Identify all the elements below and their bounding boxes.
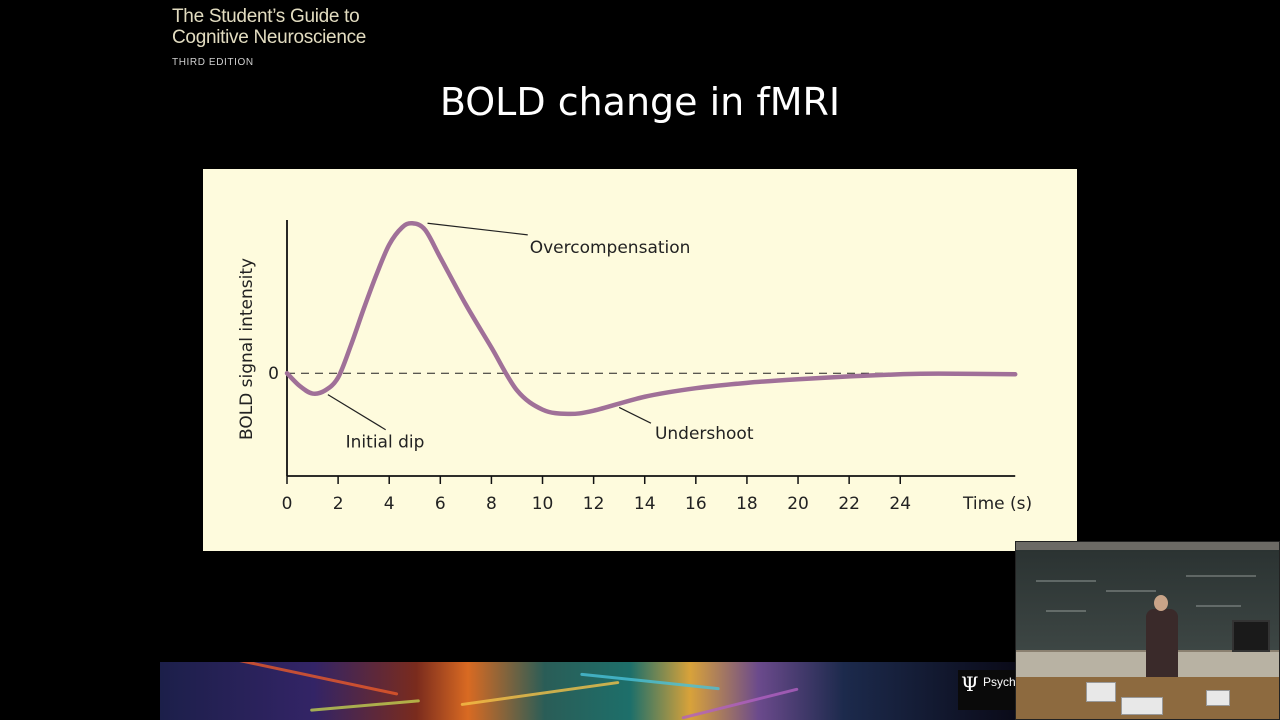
annotation-leader-initial-dip — [327, 394, 386, 431]
book-title-line-1: The Student’s Guide to — [172, 6, 360, 27]
slide-title: BOLD change in fMRI — [439, 80, 841, 124]
annotation-undershoot: Undershoot — [655, 424, 754, 444]
x-tick-label-8: 8 — [486, 494, 497, 514]
annotation-leader-undershoot — [618, 406, 652, 424]
x-tick-label-12: 12 — [583, 494, 605, 514]
x-tick-label-16: 16 — [685, 494, 707, 514]
x-axis-label: Time (s) — [962, 494, 1032, 514]
y-axis-label: BOLD signal intensity — [237, 258, 257, 440]
webcam-video-feed — [1015, 541, 1280, 720]
annotation-initial-dip: Initial dip — [346, 433, 425, 453]
annotation-overcompensation: Overcompensation — [530, 238, 691, 258]
book-edition: THIRD EDITION — [172, 57, 254, 68]
x-tick-label-18: 18 — [736, 494, 758, 514]
lecturer — [1146, 609, 1178, 679]
x-tick-label-20: 20 — [787, 494, 809, 514]
x-tick-label-10: 10 — [532, 494, 554, 514]
footer-banner-image — [160, 662, 1015, 720]
publisher-name: Psych — [983, 675, 1016, 689]
publisher-logo: Ψ Psych — [958, 670, 1016, 710]
x-tick-label-14: 14 — [634, 494, 656, 514]
lecture-monitor — [1232, 620, 1270, 652]
chart-panel: 0 2 4 6 8 10 12 14 16 18 20 22 24 0 Time (s) BOLD signa… — [203, 169, 1077, 551]
x-tick-label-22: 22 — [838, 494, 860, 514]
bold-response-curve-0 — [284, 220, 1018, 417]
x-tick-label-2: 2 — [333, 494, 344, 514]
x-tick-label-0: 0 — [282, 494, 293, 514]
x-tick-label-6: 6 — [435, 494, 446, 514]
book-title-line-2: Cognitive Neuroscience — [172, 27, 367, 48]
psi-logo-icon: Ψ — [961, 672, 979, 696]
annotation-leader-overcompensation — [427, 222, 528, 236]
x-tick-label-4: 4 — [384, 494, 395, 514]
y-tick-label-0: 0 — [268, 364, 279, 384]
x-tick-label-24: 24 — [889, 494, 911, 514]
book-title: The Student’s Guide to Cognitive Neurosc… — [172, 6, 366, 48]
